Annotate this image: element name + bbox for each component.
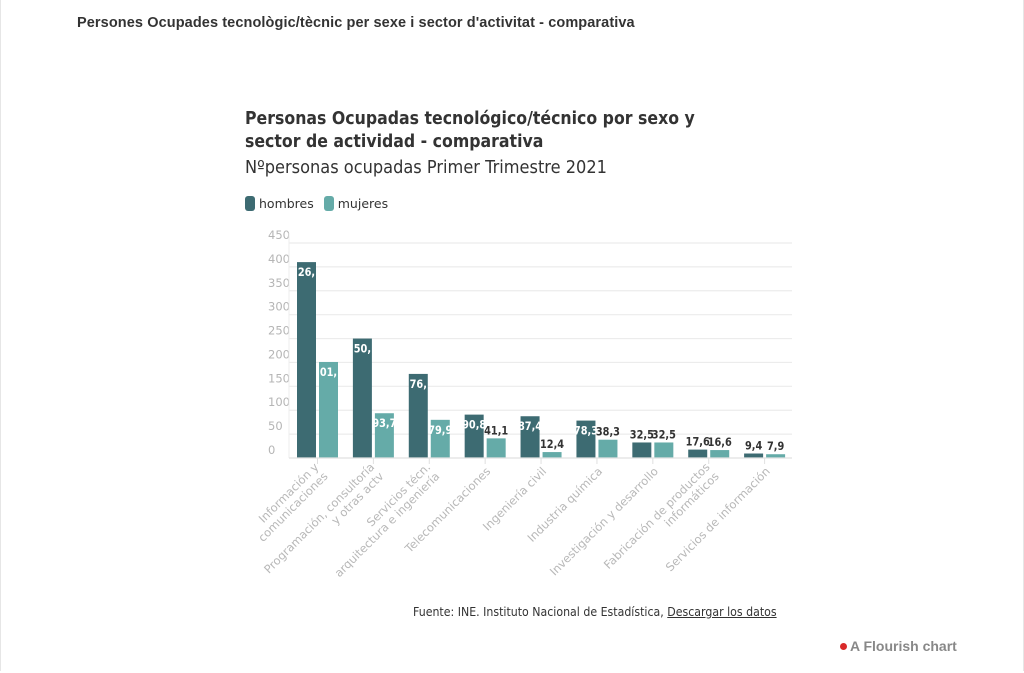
- data-label: 76,: [410, 377, 427, 391]
- bar-hombres: [352, 338, 372, 458]
- y-tick-label: 250: [268, 324, 290, 338]
- data-label: 87,4: [518, 419, 542, 433]
- bar-mujeres: [542, 452, 562, 458]
- bar-mujeres: [598, 439, 618, 458]
- source-text: Fuente: INE. Instituto Nacional de Estad…: [413, 604, 664, 619]
- bar-mujeres: [430, 419, 450, 458]
- data-label: 90,8: [462, 418, 486, 432]
- data-label: 16,6: [708, 435, 732, 449]
- legend-label-mujeres: mujeres: [337, 196, 389, 211]
- legend-item-mujeres[interactable]: mujeres: [323, 196, 389, 211]
- data-label: 78,3: [574, 424, 598, 438]
- data-label: 26,: [298, 265, 315, 279]
- bar-mujeres: [710, 450, 730, 458]
- bar-hombres: [576, 420, 596, 458]
- bar-mujeres: [486, 438, 506, 458]
- legend-swatch-mujeres: [323, 196, 334, 211]
- y-tick-label: 150: [268, 371, 290, 385]
- y-tick-label: 350: [268, 276, 290, 290]
- chart-subtitle: Nºpersonas ocupadas Primer Trimestre 202…: [245, 157, 607, 178]
- bar-hombres: [688, 449, 708, 458]
- data-label: 9,4: [745, 439, 762, 453]
- bar-mujeres: [374, 413, 394, 458]
- bar-mujeres: [766, 454, 786, 458]
- data-label: 38,3: [596, 425, 620, 439]
- bar-mujeres: [654, 442, 674, 458]
- data-label: 93,7: [372, 416, 396, 430]
- chart-title: Personas Ocupadas tecnológico/técnico po…: [245, 109, 695, 152]
- y-tick-label: 0: [268, 443, 275, 457]
- bar-hombres: [408, 373, 428, 458]
- legend-item-hombres[interactable]: hombres: [245, 196, 314, 211]
- flourish-logo-icon: [840, 642, 847, 650]
- data-label: 32,5: [630, 428, 654, 442]
- flourish-credit[interactable]: A Flourish chart: [840, 638, 957, 654]
- data-label: 7,9: [767, 439, 784, 453]
- data-label: 32,5: [652, 428, 676, 442]
- bar-hombres: [520, 416, 540, 458]
- y-tick-label: 400: [268, 252, 290, 266]
- chart-source: Fuente: INE. Instituto Nacional de Estad…: [413, 604, 777, 619]
- y-tick-label: 300: [268, 300, 290, 314]
- legend-label-hombres: hombres: [259, 196, 314, 211]
- data-label: 41,1: [484, 424, 508, 438]
- y-tick-label: 450: [268, 228, 290, 242]
- chart-legend: hombres mujeres: [245, 196, 388, 211]
- y-tick-label: 100: [268, 395, 290, 409]
- bar-chart: 0 50 100 150 200 250 300 350 400 450 26, 01, Informa…: [255, 228, 792, 580]
- flourish-credit-label: A Flourish chart: [850, 638, 957, 654]
- legend-swatch-hombres: [245, 196, 255, 211]
- data-label: 12,4: [540, 437, 564, 451]
- download-data-link[interactable]: Descargar los datos: [667, 604, 777, 619]
- bar-hombres: [632, 442, 652, 458]
- data-label: 50,: [354, 342, 371, 356]
- bar-hombres: [744, 453, 764, 458]
- data-label: 79,9: [428, 423, 452, 437]
- y-tick-label: 200: [268, 347, 290, 361]
- y-tick-label: 50: [268, 419, 283, 433]
- page-title: Persones Ocupades tecnològic/tècnic per …: [77, 15, 635, 31]
- bar-hombres: [297, 262, 316, 458]
- bar-hombres: [464, 414, 484, 458]
- data-label: 17,6: [686, 435, 710, 449]
- data-label: 01,: [320, 365, 337, 379]
- bar-mujeres: [319, 361, 338, 458]
